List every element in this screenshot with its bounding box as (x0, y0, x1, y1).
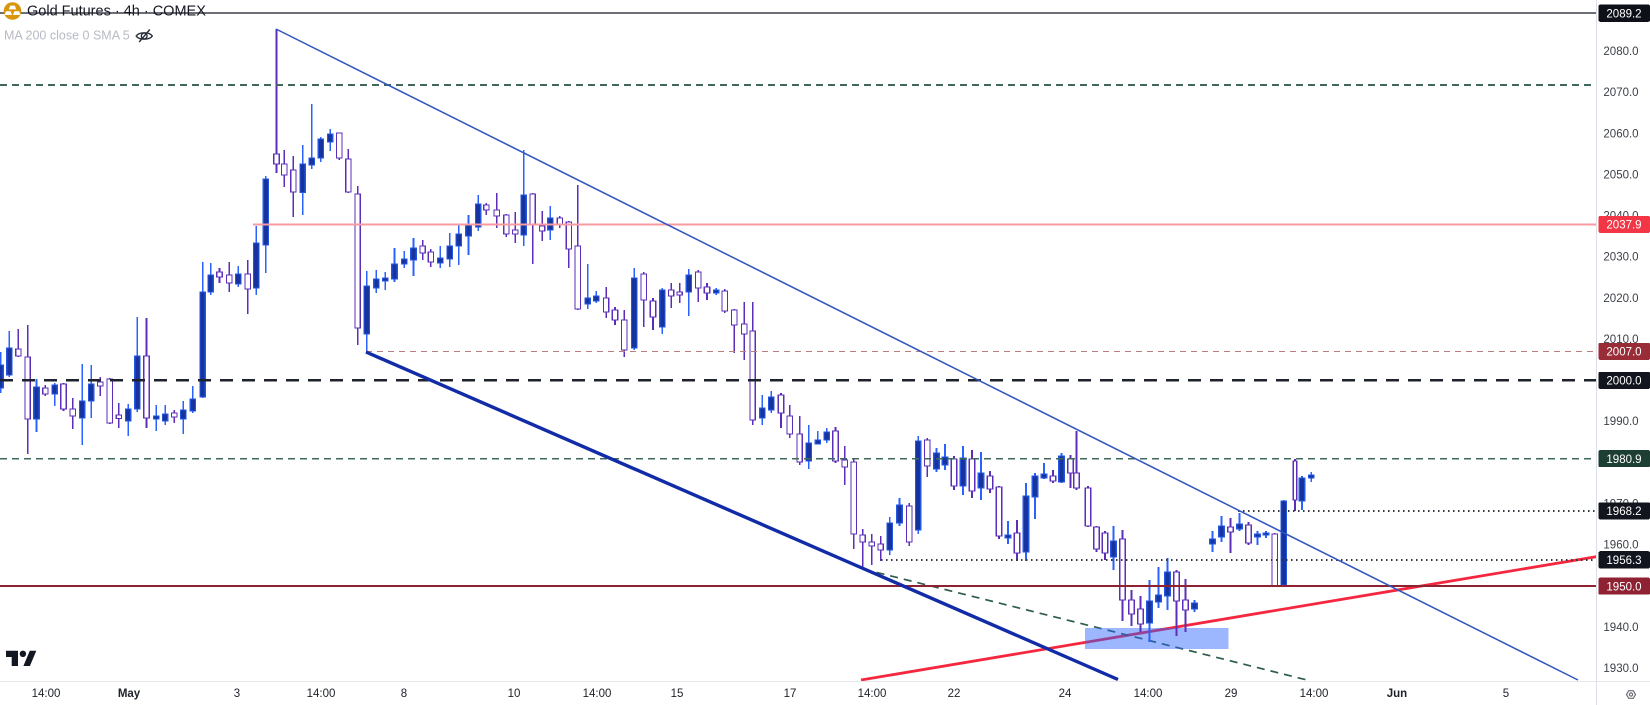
svg-text:2000.0: 2000.0 (1606, 376, 1641, 388)
svg-text:2020.0: 2020.0 (1603, 293, 1638, 305)
svg-text:1940.0: 1940.0 (1603, 622, 1638, 634)
svg-text:14:00: 14:00 (583, 688, 612, 700)
svg-text:3: 3 (234, 688, 240, 700)
svg-text:29: 29 (1225, 688, 1238, 700)
svg-text:1990.0: 1990.0 (1603, 416, 1638, 428)
svg-text:1930.0: 1930.0 (1603, 663, 1638, 675)
svg-text:5: 5 (1503, 688, 1509, 700)
svg-text:Jun: Jun (1387, 688, 1407, 700)
svg-text:14:00: 14:00 (1300, 688, 1329, 700)
svg-text:8: 8 (401, 688, 407, 700)
svg-text:Gold Futures · 4h · COMEX: Gold Futures · 4h · COMEX (27, 4, 206, 20)
svg-text:2007.0: 2007.0 (1606, 347, 1641, 359)
svg-text:2070.0: 2070.0 (1603, 87, 1638, 99)
svg-text:2037.9: 2037.9 (1606, 220, 1641, 232)
svg-text:1956.3: 1956.3 (1606, 555, 1641, 567)
svg-text:1980.9: 1980.9 (1606, 454, 1641, 466)
svg-text:14:00: 14:00 (307, 688, 336, 700)
svg-text:2080.0: 2080.0 (1603, 46, 1638, 58)
svg-text:14:00: 14:00 (858, 688, 887, 700)
svg-text:22: 22 (948, 688, 961, 700)
svg-text:10: 10 (508, 688, 521, 700)
svg-text:2089.2: 2089.2 (1606, 8, 1641, 20)
svg-text:1950.0: 1950.0 (1606, 581, 1641, 593)
svg-text:24: 24 (1059, 688, 1072, 700)
svg-text:May: May (118, 688, 141, 700)
svg-text:1968.2: 1968.2 (1606, 506, 1641, 518)
svg-text:2030.0: 2030.0 (1603, 252, 1638, 264)
svg-text:15: 15 (671, 688, 684, 700)
svg-text:1960.0: 1960.0 (1603, 540, 1638, 552)
svg-text:14:00: 14:00 (1134, 688, 1163, 700)
svg-text:2050.0: 2050.0 (1603, 169, 1638, 181)
svg-text:14:00: 14:00 (32, 688, 61, 700)
svg-text:17: 17 (784, 688, 797, 700)
svg-text:MA 200 close 0 SMA 5: MA 200 close 0 SMA 5 (4, 29, 130, 43)
svg-text:2060.0: 2060.0 (1603, 128, 1638, 140)
